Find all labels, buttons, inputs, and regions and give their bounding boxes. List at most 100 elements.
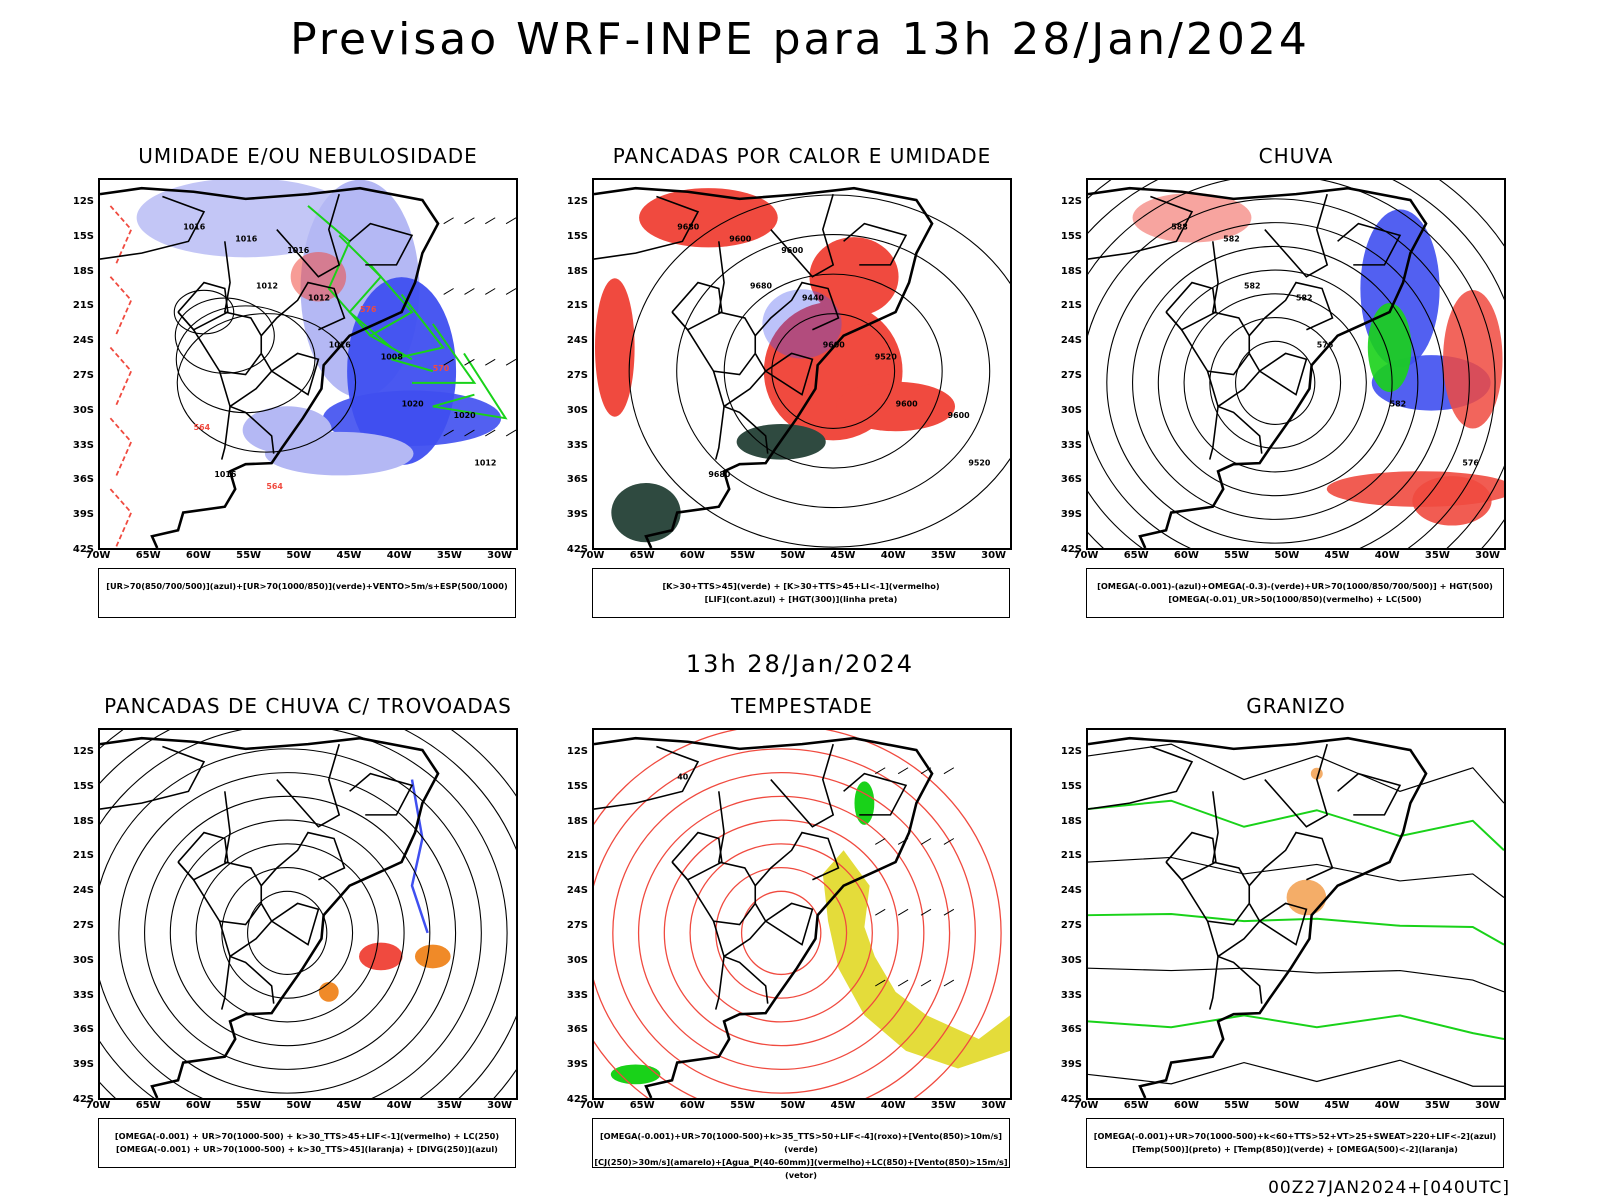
- political-border: [671, 281, 723, 331]
- latitude-tick-label: 33S: [72, 989, 94, 1001]
- latitude-tick-label: 12S: [1060, 196, 1082, 207]
- political-border: [671, 311, 756, 376]
- political-border: [843, 222, 908, 266]
- temperature-isoline: [1088, 799, 1504, 852]
- isoline: [715, 866, 848, 999]
- latitude-tick-label: 27S: [1060, 370, 1082, 381]
- legend-line: [K>30+TTS>45](verde) + [K>30+TTS>45+LI<-…: [662, 581, 940, 591]
- latitude-tick-label: 24S: [1060, 885, 1082, 897]
- latitude-tick-label: 18S: [1060, 265, 1082, 277]
- political-border: [712, 920, 769, 1004]
- political-border: [1206, 920, 1263, 1004]
- thickness-contour-red: [109, 488, 133, 548]
- run-footer: 00Z27JAN2024+[040UTC]: [1268, 1178, 1510, 1198]
- political-border: [1259, 352, 1308, 396]
- political-border: [717, 791, 757, 904]
- latitude-tick-label: 12S: [1060, 746, 1082, 757]
- isoline: [663, 819, 899, 1047]
- latitude-tick-label: 27S: [72, 920, 94, 931]
- wind-vector: [943, 838, 955, 845]
- latitude-tick-label: 18S: [1060, 815, 1082, 827]
- longitude-tick-label: 30W: [981, 550, 1007, 561]
- latitude-tick-label: 30S: [1060, 954, 1082, 966]
- isoline: [1209, 317, 1342, 449]
- storm-orange-patch: [414, 944, 451, 969]
- longitude-tick-label: 65W: [629, 1100, 655, 1111]
- panel-5-title: TEMPESTADE: [731, 694, 873, 718]
- thickness-contour-red: [109, 276, 133, 337]
- panel-4-title: PANCADAS DE CHUVA C/ TROVOADAS: [104, 694, 512, 718]
- longitude-tick-label: 40W: [880, 550, 906, 561]
- political-border: [1088, 195, 1194, 260]
- latitude-tick-label: 21S: [1060, 300, 1082, 312]
- contour-label: 9680: [750, 282, 773, 291]
- omega-red-ocean: [1443, 290, 1503, 429]
- latitude-tick-label: 27S: [72, 370, 94, 381]
- legend-line: [LIF](cont.azul) + [HGT(300)](linha pret…: [704, 594, 898, 604]
- panel-6-title: GRANIZO: [1246, 694, 1346, 718]
- panel-2-title: PANCADAS POR CALOR E UMIDADE: [612, 144, 992, 168]
- longitude-tick-label: 30W: [487, 550, 513, 561]
- political-border: [1208, 406, 1219, 460]
- political-border: [1211, 241, 1251, 354]
- wind-vector: [464, 288, 475, 295]
- political-border: [1337, 772, 1402, 816]
- longitude-tick-label: 45W: [830, 1100, 856, 1111]
- longitude-tick-label: 65W: [1123, 1100, 1149, 1111]
- panel-3-title: CHUVA: [1258, 144, 1334, 168]
- wind-vector: [897, 908, 909, 916]
- humidity-contour-green: [338, 234, 392, 349]
- longitude-tick-label: 45W: [336, 550, 362, 561]
- panel-5-legend: [OMEGA(-0.001)+UR>70(1000-500)+k>35_TTS>…: [592, 1118, 1010, 1180]
- contour-label: 582: [1296, 293, 1313, 302]
- latitude-tick-label: 12S: [566, 746, 588, 757]
- wind-vector: [875, 838, 886, 845]
- humidity-contour-green: [432, 352, 508, 420]
- humidity-contour-green: [390, 293, 445, 373]
- contour-label: 576: [1462, 458, 1479, 467]
- contour-label: 1008: [381, 352, 404, 361]
- legend-line: [UR>70(850/700/500)](azul)+[UR>70(1000/8…: [106, 581, 508, 591]
- coastline: [1088, 736, 1428, 1098]
- storm-orange-south: [318, 981, 339, 1002]
- political-border: [754, 831, 840, 887]
- longitude-tick-label: 40W: [880, 1100, 906, 1111]
- latitude-tick-label: 33S: [1060, 439, 1082, 451]
- contour-label: 9600: [781, 246, 804, 255]
- temperature-isoline: [1088, 1014, 1504, 1041]
- isoline: [1157, 269, 1393, 497]
- latitude-tick-label: 42S: [566, 544, 588, 555]
- political-border: [100, 195, 206, 260]
- latitude-tick-label: 24S: [566, 885, 588, 897]
- contour-label: 9440: [802, 293, 825, 302]
- contour-label: 576: [360, 305, 377, 314]
- wind-vector: [897, 979, 909, 987]
- political-border: [717, 241, 757, 354]
- humidity-contour-green: [412, 323, 477, 384]
- political-border: [770, 743, 835, 828]
- latitude-tick-label: 39S: [566, 509, 588, 521]
- latitude-tick-label: 39S: [72, 509, 94, 521]
- panel-5-field-plot: 40: [594, 730, 1010, 1098]
- legend-line: [OMEGA(-0.01)_UR>50(1000/850)(vermelho) …: [1168, 594, 1422, 604]
- coastline: [100, 736, 440, 1098]
- isoline: [1235, 340, 1316, 425]
- latitude-tick-label: 42S: [1060, 1094, 1082, 1105]
- contour-label: 564: [266, 482, 283, 491]
- wind-vector: [505, 429, 516, 437]
- political-border: [229, 353, 273, 408]
- contour-label: 9680: [677, 223, 700, 232]
- political-border: [1248, 281, 1334, 337]
- contour-label: 1016: [183, 223, 206, 232]
- panel-3-legend: [OMEGA(-0.001)-(azul)+OMEGA(-0.3)-(verde…: [1086, 568, 1504, 618]
- panel-1-field-plot: 1016 1012 1016 1020 1012 1016 1012 1008 1020 1016…: [100, 180, 516, 548]
- latitude-tick-label: 42S: [72, 1094, 94, 1105]
- wind-vector: [943, 979, 955, 987]
- wind-vector: [920, 908, 932, 916]
- instability-green-patagonia: [611, 482, 681, 543]
- isoline: [100, 730, 508, 1098]
- wind-vector: [443, 358, 454, 366]
- longitude-tick-label: 35W: [1424, 1100, 1450, 1111]
- political-border: [1264, 743, 1329, 828]
- latitude-tick-label: 27S: [566, 370, 588, 381]
